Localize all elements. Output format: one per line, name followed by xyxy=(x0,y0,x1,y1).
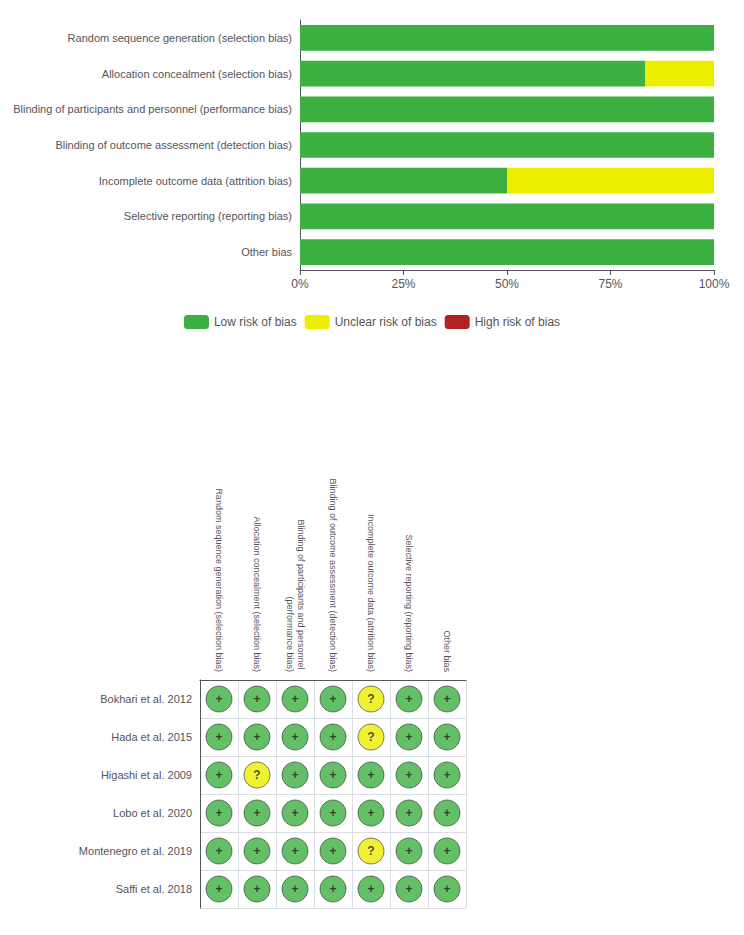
svg-text:50%: 50% xyxy=(495,277,519,291)
svg-text:?: ? xyxy=(367,730,374,744)
svg-text:+: + xyxy=(253,692,260,706)
svg-text:+: + xyxy=(329,692,336,706)
svg-text:75%: 75% xyxy=(598,277,622,291)
svg-text:+: + xyxy=(405,844,412,858)
svg-text:+: + xyxy=(291,806,298,820)
svg-text:+: + xyxy=(291,882,298,896)
svg-text:+: + xyxy=(215,730,222,744)
svg-text:?: ? xyxy=(367,692,374,706)
svg-text:+: + xyxy=(405,692,412,706)
svg-text:+: + xyxy=(329,806,336,820)
svg-text:+: + xyxy=(443,844,450,858)
svg-text:Blinding of participants and p: Blinding of participants and personnel (… xyxy=(13,103,292,115)
svg-text:+: + xyxy=(253,730,260,744)
svg-text:Montenegro et al. 2019: Montenegro et al. 2019 xyxy=(79,845,192,857)
svg-text:Selective reporting (reporting: Selective reporting (reporting bias) xyxy=(404,534,414,672)
svg-text:+: + xyxy=(253,806,260,820)
svg-text:Unclear risk of bias: Unclear risk of bias xyxy=(335,315,437,329)
svg-text:+: + xyxy=(405,768,412,782)
svg-text:+: + xyxy=(215,882,222,896)
svg-text:100%: 100% xyxy=(699,277,730,291)
svg-text:+: + xyxy=(329,768,336,782)
svg-text:+: + xyxy=(215,844,222,858)
svg-text:Lobo et al. 2020: Lobo et al. 2020 xyxy=(113,807,192,819)
svg-text:Random sequence generation (se: Random sequence generation (selection bi… xyxy=(68,32,292,44)
svg-text:(performance bias): (performance bias) xyxy=(285,596,295,672)
svg-text:?: ? xyxy=(253,768,260,782)
svg-text:Saffi et al. 2018: Saffi et al. 2018 xyxy=(116,883,192,895)
svg-text:+: + xyxy=(329,730,336,744)
svg-text:+: + xyxy=(443,692,450,706)
svg-text:+: + xyxy=(215,692,222,706)
svg-text:+: + xyxy=(253,882,260,896)
svg-text:+: + xyxy=(367,882,374,896)
svg-text:Incomplete outcome data (attri: Incomplete outcome data (attrition bias) xyxy=(366,514,376,672)
svg-text:+: + xyxy=(291,844,298,858)
svg-text:+: + xyxy=(443,768,450,782)
svg-text:High risk of bias: High risk of bias xyxy=(475,315,560,329)
svg-text:Low risk of bias: Low risk of bias xyxy=(214,315,297,329)
svg-text:+: + xyxy=(405,882,412,896)
svg-text:+: + xyxy=(443,882,450,896)
svg-text:+: + xyxy=(253,844,260,858)
svg-text:25%: 25% xyxy=(391,277,415,291)
svg-text:+: + xyxy=(443,730,450,744)
svg-text:+: + xyxy=(215,806,222,820)
svg-text:+: + xyxy=(291,768,298,782)
svg-text:Allocation concealment (select: Allocation concealment (selection bias) xyxy=(102,68,292,80)
svg-text:+: + xyxy=(405,730,412,744)
svg-text:Blinding of participants and p: Blinding of participants and personnel xyxy=(296,519,306,672)
svg-text:Blinding of outcome assessment: Blinding of outcome assessment (detectio… xyxy=(328,478,338,672)
svg-text:Hada et al. 2015: Hada et al. 2015 xyxy=(111,731,192,743)
svg-text:Other bias: Other bias xyxy=(442,630,452,672)
svg-text:Allocation concealment (select: Allocation concealment (selection bias) xyxy=(252,516,262,672)
svg-text:Higashi et al. 2009: Higashi et al. 2009 xyxy=(101,769,192,781)
svg-text:?: ? xyxy=(367,844,374,858)
svg-text:Random sequence generation (se: Random sequence generation (selection bi… xyxy=(214,488,224,672)
svg-text:Other bias: Other bias xyxy=(241,246,292,258)
svg-text:Blinding of outcome assessment: Blinding of outcome assessment (detectio… xyxy=(55,139,292,151)
svg-text:+: + xyxy=(329,882,336,896)
svg-text:+: + xyxy=(291,692,298,706)
svg-text:+: + xyxy=(405,806,412,820)
svg-text:Bokhari et al. 2012: Bokhari et al. 2012 xyxy=(100,693,192,705)
svg-text:+: + xyxy=(329,844,336,858)
svg-text:+: + xyxy=(443,806,450,820)
svg-text:Selective reporting (reporting: Selective reporting (reporting bias) xyxy=(124,210,292,222)
svg-text:+: + xyxy=(367,768,374,782)
svg-text:Incomplete outcome data (attri: Incomplete outcome data (attrition bias) xyxy=(99,175,292,187)
svg-text:+: + xyxy=(215,768,222,782)
svg-text:+: + xyxy=(367,806,374,820)
svg-text:+: + xyxy=(291,730,298,744)
svg-text:0%: 0% xyxy=(291,277,309,291)
